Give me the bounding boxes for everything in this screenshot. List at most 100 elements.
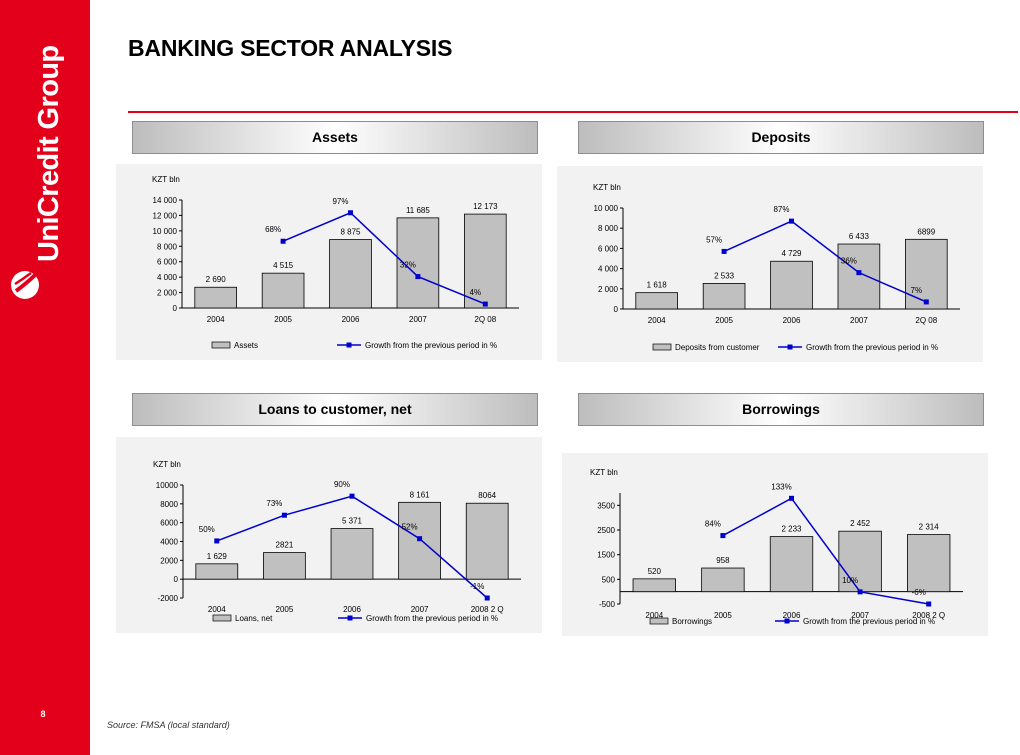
bar bbox=[907, 534, 951, 593]
x-tick-label: 2008 2 Q bbox=[471, 605, 504, 614]
bar bbox=[261, 272, 305, 309]
x-tick-label: 2004 bbox=[645, 611, 663, 620]
legend-line-marker bbox=[784, 618, 790, 624]
bar-value-label: 8064 bbox=[478, 491, 496, 500]
growth-value-label: -6% bbox=[912, 588, 926, 597]
legend-bar-swatch bbox=[211, 341, 231, 349]
bar-value-label: 8 875 bbox=[340, 228, 361, 237]
bar-value-label: 6 433 bbox=[849, 232, 870, 241]
growth-value-label: 133% bbox=[771, 482, 791, 491]
y-tick-label: 4 000 bbox=[598, 265, 619, 274]
y-tick-label: -2000 bbox=[158, 594, 179, 603]
y-tick-label: 0 bbox=[614, 305, 619, 314]
bar-value-label: 2 233 bbox=[781, 525, 802, 534]
bar bbox=[330, 528, 374, 580]
chart-svg: KZT bln -2000 0 2000 4000 6000 8000 10000 1 629 2… bbox=[153, 460, 521, 623]
y-tick-label: 0 bbox=[173, 304, 178, 313]
legend-bar-label: Borrowings bbox=[672, 617, 712, 626]
unit-label: KZT bln bbox=[590, 468, 618, 477]
x-tick-label: 2006 bbox=[343, 605, 361, 614]
title-divider bbox=[128, 111, 1018, 113]
bar bbox=[838, 530, 882, 593]
bar bbox=[905, 238, 948, 310]
growth-point bbox=[484, 595, 490, 601]
x-tick-label: 2008 2 Q bbox=[912, 611, 945, 620]
legend-line-label: Growth from the previous period in % bbox=[806, 343, 938, 352]
legend-bar-swatch bbox=[212, 614, 232, 622]
growth-value-label: 84% bbox=[705, 520, 721, 529]
x-tick-label: 2005 bbox=[276, 605, 294, 614]
y-tick-label: 10 000 bbox=[153, 227, 178, 236]
bar bbox=[464, 213, 507, 309]
bar-value-label: 8 161 bbox=[410, 490, 431, 499]
y-tick-label: 6 000 bbox=[598, 244, 619, 253]
assets-panel-header: Assets bbox=[132, 121, 538, 154]
bar bbox=[329, 239, 372, 309]
y-tick-label: 500 bbox=[602, 575, 616, 584]
y-tick-label: 3500 bbox=[597, 501, 615, 510]
growth-value-label: 52% bbox=[402, 523, 418, 532]
bar-value-label: 2 314 bbox=[919, 523, 940, 532]
growth-point bbox=[926, 601, 932, 607]
y-tick-label: 0 bbox=[174, 575, 179, 584]
borrowings-chart: KZT bln -500 500 1500 2500 3500 520 2004 958 2005… bbox=[562, 453, 988, 636]
growth-value-label: 32% bbox=[400, 261, 416, 270]
y-tick-label: 8000 bbox=[160, 500, 178, 509]
legend-line-label: Growth from the previous period in % bbox=[365, 341, 497, 350]
x-tick-label: 2004 bbox=[208, 605, 226, 614]
growth-value-label: 7% bbox=[911, 286, 923, 295]
x-tick-label: 2006 bbox=[783, 316, 801, 325]
bar-value-label: 5 371 bbox=[342, 517, 363, 526]
growth-point bbox=[721, 248, 727, 254]
growth-value-label: 90% bbox=[334, 480, 350, 489]
y-tick-label: 10 000 bbox=[594, 204, 619, 213]
growth-point bbox=[789, 495, 794, 501]
growth-line bbox=[282, 211, 486, 305]
page-title: BANKING SECTOR ANALYSIS bbox=[128, 35, 453, 61]
legend-line-marker bbox=[347, 615, 353, 621]
growth-point bbox=[348, 210, 353, 216]
x-tick-label: 2007 bbox=[850, 316, 868, 325]
chart-svg: KZT bln 0 2 000 4 000 6 000 8 000 10 000 1 618 2… bbox=[593, 183, 960, 352]
legend-bar-label: Deposits from customer bbox=[675, 343, 760, 352]
growth-point bbox=[482, 301, 488, 307]
x-tick-label: 2006 bbox=[342, 315, 360, 324]
x-tick-label: 2007 bbox=[851, 611, 869, 620]
unit-label: KZT bln bbox=[152, 175, 180, 184]
source-note: Source: FMSA (local standard) bbox=[107, 720, 230, 730]
growth-value-label: 57% bbox=[706, 235, 722, 244]
growth-value-label: 4% bbox=[470, 288, 482, 297]
bar bbox=[263, 552, 306, 580]
legend-line-label: Growth from the previous period in % bbox=[366, 614, 498, 623]
legend-bar-label: Assets bbox=[234, 341, 258, 350]
legend-bar-label: Loans, net bbox=[235, 614, 273, 623]
growth-line bbox=[722, 497, 929, 605]
y-tick-label: 1500 bbox=[597, 551, 615, 560]
unit-label: KZT bln bbox=[153, 460, 181, 469]
growth-point bbox=[789, 218, 794, 224]
bar-value-label: 958 bbox=[716, 556, 730, 565]
loans-chart: KZT bln -2000 0 2000 4000 6000 8000 10000 1 629 2… bbox=[116, 437, 542, 633]
bar-value-label: 6899 bbox=[917, 227, 935, 236]
y-tick-label: -500 bbox=[599, 600, 616, 609]
growth-point bbox=[349, 493, 355, 499]
x-tick-label: 2007 bbox=[411, 605, 429, 614]
y-tick-label: 4000 bbox=[160, 538, 178, 547]
bar bbox=[465, 502, 509, 580]
y-tick-label: 8 000 bbox=[157, 242, 178, 251]
x-tick-label: 2007 bbox=[409, 315, 427, 324]
growth-value-label: 68% bbox=[265, 225, 281, 234]
borrowings-panel-header: Borrowings bbox=[578, 393, 984, 426]
growth-point bbox=[857, 589, 863, 595]
growth-point bbox=[923, 299, 929, 305]
growth-value-label: 73% bbox=[266, 499, 282, 508]
bar-value-label: 12 173 bbox=[473, 202, 498, 211]
assets-chart: KZT bln 0 2 000 4 000 6 000 8 000 10 000 12 000… bbox=[116, 164, 542, 360]
y-tick-label: 6000 bbox=[160, 519, 178, 528]
bar-value-label: 1 629 bbox=[207, 552, 228, 561]
growth-point bbox=[417, 536, 423, 542]
growth-point bbox=[214, 538, 220, 544]
bar-value-label: 4 515 bbox=[273, 261, 294, 270]
bar bbox=[632, 578, 676, 593]
growth-value-label: 36% bbox=[841, 257, 857, 266]
